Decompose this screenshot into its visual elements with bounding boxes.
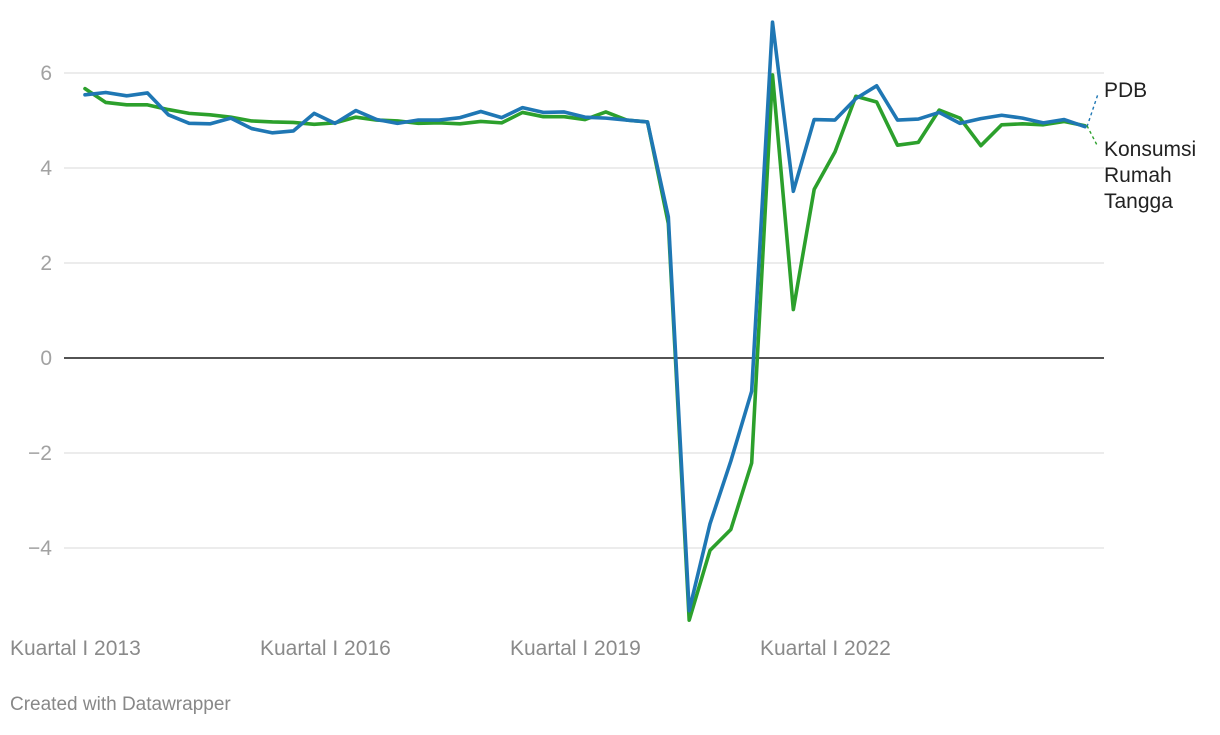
y-tick-label: 4 bbox=[40, 157, 52, 180]
y-tick-label: 6 bbox=[40, 62, 52, 85]
series-label-line: Tangga bbox=[1104, 190, 1173, 213]
series-label-line: Rumah bbox=[1104, 164, 1172, 187]
series-label-connector bbox=[1086, 93, 1099, 127]
x-tick-label: Kuartal I 2013 bbox=[10, 637, 141, 660]
series-label-connector bbox=[1086, 125, 1099, 148]
series-lines bbox=[83, 20, 1087, 623]
series-label-line: Konsumsi bbox=[1104, 138, 1196, 161]
y-tick-label: 0 bbox=[40, 347, 52, 370]
datawrapper-credit[interactable]: Created with Datawrapper bbox=[10, 694, 231, 715]
y-tick-label: −4 bbox=[28, 537, 52, 560]
y-tick-label: 2 bbox=[40, 252, 52, 275]
y-tick-label: −2 bbox=[28, 442, 52, 465]
series-label-pdb: PDB bbox=[1104, 79, 1147, 102]
y-axis: 6 4 2 0 −2 −4 bbox=[28, 62, 52, 560]
series-line-pdb bbox=[83, 20, 1087, 613]
series-label-line: PDB bbox=[1104, 79, 1147, 102]
gridlines bbox=[64, 72, 1104, 549]
series-line-konsumsi bbox=[83, 73, 1087, 623]
x-axis: Kuartal I 2013 Kuartal I 2016 Kuartal I 20… bbox=[10, 637, 891, 660]
series-label-konsumsi: Konsumsi Rumah Tangga bbox=[1104, 138, 1196, 213]
series-labels: PDB Konsumsi Rumah Tangga bbox=[1086, 79, 1196, 213]
x-tick-label: Kuartal I 2019 bbox=[510, 637, 641, 660]
x-tick-label: Kuartal I 2022 bbox=[760, 637, 891, 660]
x-tick-label: Kuartal I 2016 bbox=[260, 637, 391, 660]
